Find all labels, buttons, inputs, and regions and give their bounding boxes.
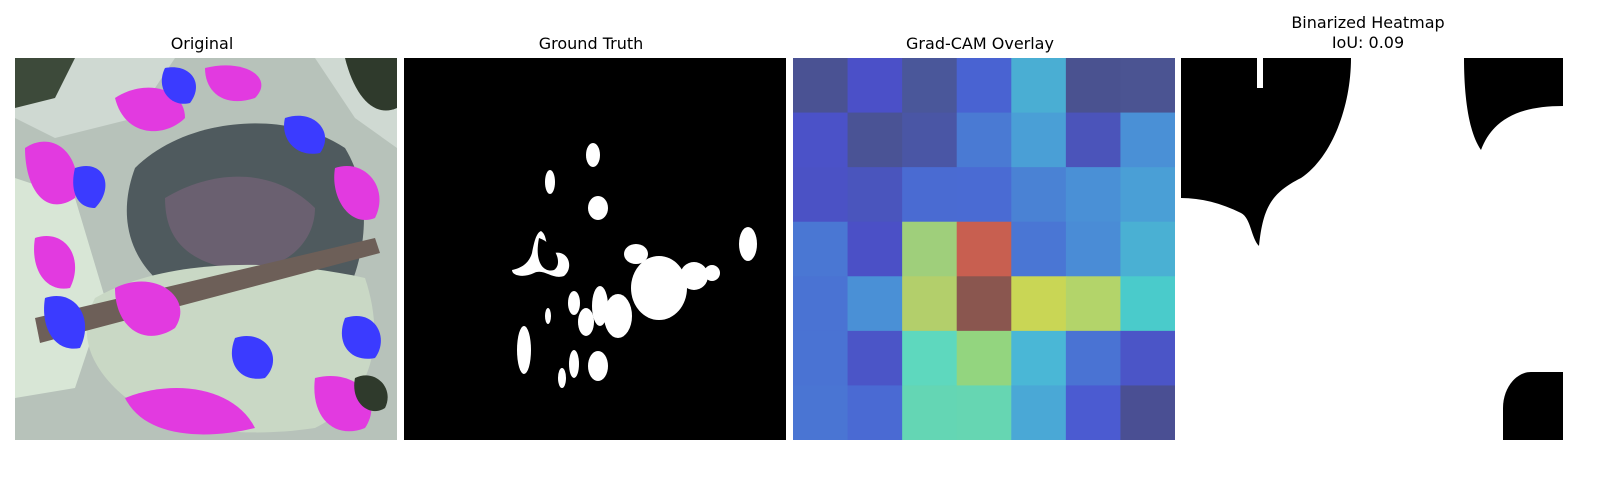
gradcam-cell xyxy=(956,167,1012,223)
gradcam-cell xyxy=(902,112,958,168)
gradcam-cell xyxy=(1065,330,1121,386)
gradcam-cell xyxy=(847,58,903,114)
gradcam-cell xyxy=(847,221,903,277)
gradcam-cell xyxy=(847,276,903,332)
gradcam-cell xyxy=(847,112,903,168)
gradcam-cell xyxy=(956,58,1012,114)
ground-truth-title: Ground Truth xyxy=(538,34,644,53)
binarized-heatmap xyxy=(1181,58,1563,440)
gradcam-cell xyxy=(793,385,849,440)
gradcam-cell xyxy=(1120,112,1175,168)
gradcam-cell xyxy=(793,167,849,223)
ground-truth-mask xyxy=(404,58,786,440)
gradcam-cell xyxy=(902,276,958,332)
gradcam-cell xyxy=(847,167,903,223)
gradcam-cell xyxy=(902,167,958,223)
gradcam-cell xyxy=(902,58,958,114)
gradcam-cell xyxy=(1065,276,1121,332)
gradcam-cell xyxy=(1011,58,1067,114)
gradcam-cell xyxy=(1120,385,1175,440)
gradcam-cell xyxy=(956,112,1012,168)
gradcam-cell xyxy=(1120,221,1175,277)
gradcam-cell xyxy=(1120,167,1175,223)
gradcam-cell xyxy=(1120,276,1175,332)
gradcam-cell xyxy=(1065,58,1121,114)
original-title: Original xyxy=(170,34,234,53)
binarized-title: Binarized Heatmap IoU: 0.09 xyxy=(1291,13,1445,52)
gradcam-cell xyxy=(1120,330,1175,386)
gradcam-cell xyxy=(1065,385,1121,440)
gradcam-cell xyxy=(1011,167,1067,223)
gradcam-cell xyxy=(793,221,849,277)
gradcam-cell xyxy=(1011,330,1067,386)
gradcam-cell xyxy=(956,276,1012,332)
gradcam-title: Grad-CAM Overlay xyxy=(906,34,1054,53)
gradcam-cell xyxy=(956,385,1012,440)
gradcam-overlay xyxy=(793,58,1175,440)
gradcam-cell xyxy=(847,330,903,386)
gradcam-cell xyxy=(793,276,849,332)
gradcam-cell xyxy=(1120,58,1175,114)
gradcam-cell xyxy=(1065,112,1121,168)
gradcam-cell xyxy=(1065,221,1121,277)
gradcam-cell xyxy=(956,330,1012,386)
gradcam-cell xyxy=(1011,221,1067,277)
original-image xyxy=(15,58,397,440)
gradcam-cell xyxy=(1065,167,1121,223)
gradcam-cell xyxy=(956,221,1012,277)
gradcam-cell xyxy=(1011,112,1067,168)
gradcam-cell xyxy=(902,221,958,277)
gradcam-cell xyxy=(793,58,849,114)
gradcam-cell xyxy=(902,385,958,440)
gradcam-cell xyxy=(1011,385,1067,440)
gradcam-cell xyxy=(902,330,958,386)
gradcam-cell xyxy=(793,330,849,386)
gradcam-cell xyxy=(847,385,903,440)
gradcam-cell xyxy=(1011,276,1067,332)
gradcam-cell xyxy=(793,112,849,168)
